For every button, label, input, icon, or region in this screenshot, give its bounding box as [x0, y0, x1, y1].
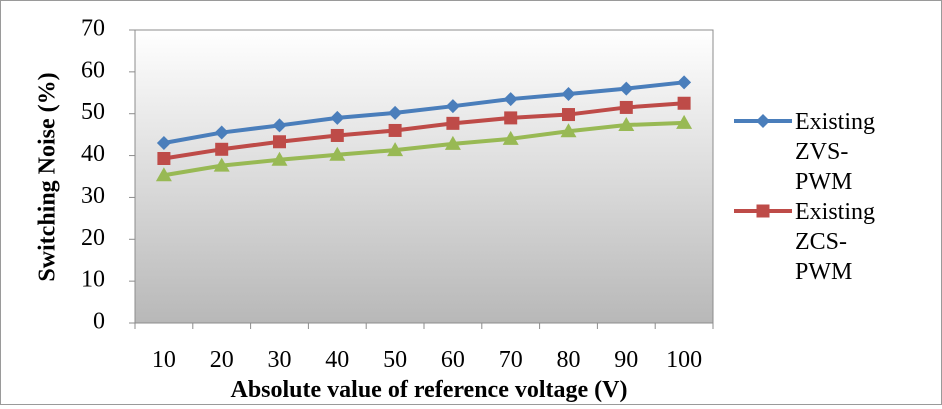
y-tick-label: 60 [81, 57, 105, 83]
data-point-triangle [213, 157, 230, 172]
data-point-diamond [214, 125, 229, 140]
legend-item: Existing ZCS- PWM [734, 199, 875, 285]
x-tick-label: 100 [666, 347, 702, 373]
data-point-diamond [388, 105, 403, 120]
y-tick-label: 30 [81, 183, 105, 209]
data-point-diamond [677, 75, 692, 90]
data-point-square [273, 135, 286, 149]
data-point-square [330, 128, 344, 142]
data-point-triangle [271, 151, 288, 166]
legend-label: Existing [795, 199, 875, 225]
legend-label: PWM [795, 169, 852, 195]
data-point-square [388, 123, 402, 137]
data-point-triangle [155, 167, 172, 182]
series-line [163, 101, 685, 161]
data-point-triangle [444, 135, 461, 150]
data-point-triangle [387, 142, 404, 157]
data-point-square [157, 152, 171, 166]
data-point-square [562, 108, 575, 122]
x-tick-label: 20 [210, 347, 234, 373]
series-2 [157, 96, 691, 166]
data-point-diamond [503, 92, 518, 107]
data-point-square [446, 116, 460, 130]
data-point-triangle [618, 117, 635, 132]
legend-label: PWM [795, 259, 852, 285]
x-tick-label: 30 [268, 347, 292, 373]
data-point-triangle [502, 130, 519, 145]
x-axis-title: Absolute value of reference voltage (V) [230, 377, 627, 403]
data-point-triangle [676, 114, 693, 129]
series-line [163, 120, 685, 178]
data-point-diamond [272, 118, 287, 133]
data-point-triangle [560, 123, 577, 138]
legend-label: ZCS- [795, 229, 847, 255]
data-point-square [677, 96, 691, 110]
x-tick-label: 70 [499, 347, 523, 373]
legend-label: ZVS- [795, 139, 848, 165]
legend-label: Existing [795, 109, 875, 135]
y-tick-label: 50 [81, 99, 105, 125]
y-tick-label: 20 [81, 225, 105, 251]
series-line [163, 80, 685, 145]
y-axis-title: Switching Noise (%) [35, 72, 61, 281]
legend-marker-diamond [756, 114, 770, 128]
legend-item: Existing ZVS- PWM [734, 109, 875, 195]
data-point-square [504, 111, 518, 125]
data-point-square [619, 100, 633, 114]
data-point-diamond [330, 110, 345, 125]
data-point-diamond [445, 99, 460, 114]
y-tick-label: 40 [81, 141, 105, 167]
x-tick-label: 40 [325, 347, 349, 373]
data-point-diamond [156, 136, 171, 151]
y-tick-label: 70 [81, 16, 105, 42]
series-3 [155, 114, 693, 182]
x-tick-label: 90 [614, 347, 638, 373]
data-point-square [215, 142, 229, 156]
x-tick-label: 80 [557, 347, 581, 373]
series-1 [156, 75, 692, 151]
y-tick-label: 0 [93, 309, 105, 335]
legend: Existing ZVS- PWM Existing ZCS- PWM [734, 109, 875, 285]
x-tick-label: 50 [383, 347, 407, 373]
y-tick-label: 10 [81, 267, 105, 293]
x-tick-label: 10 [152, 347, 176, 373]
data-point-diamond [619, 81, 634, 96]
data-point-triangle [329, 146, 346, 161]
legend-marker-square [756, 204, 770, 218]
data-point-diamond [561, 87, 576, 102]
x-tick-label: 60 [441, 347, 465, 373]
plot-area [134, 29, 714, 324]
